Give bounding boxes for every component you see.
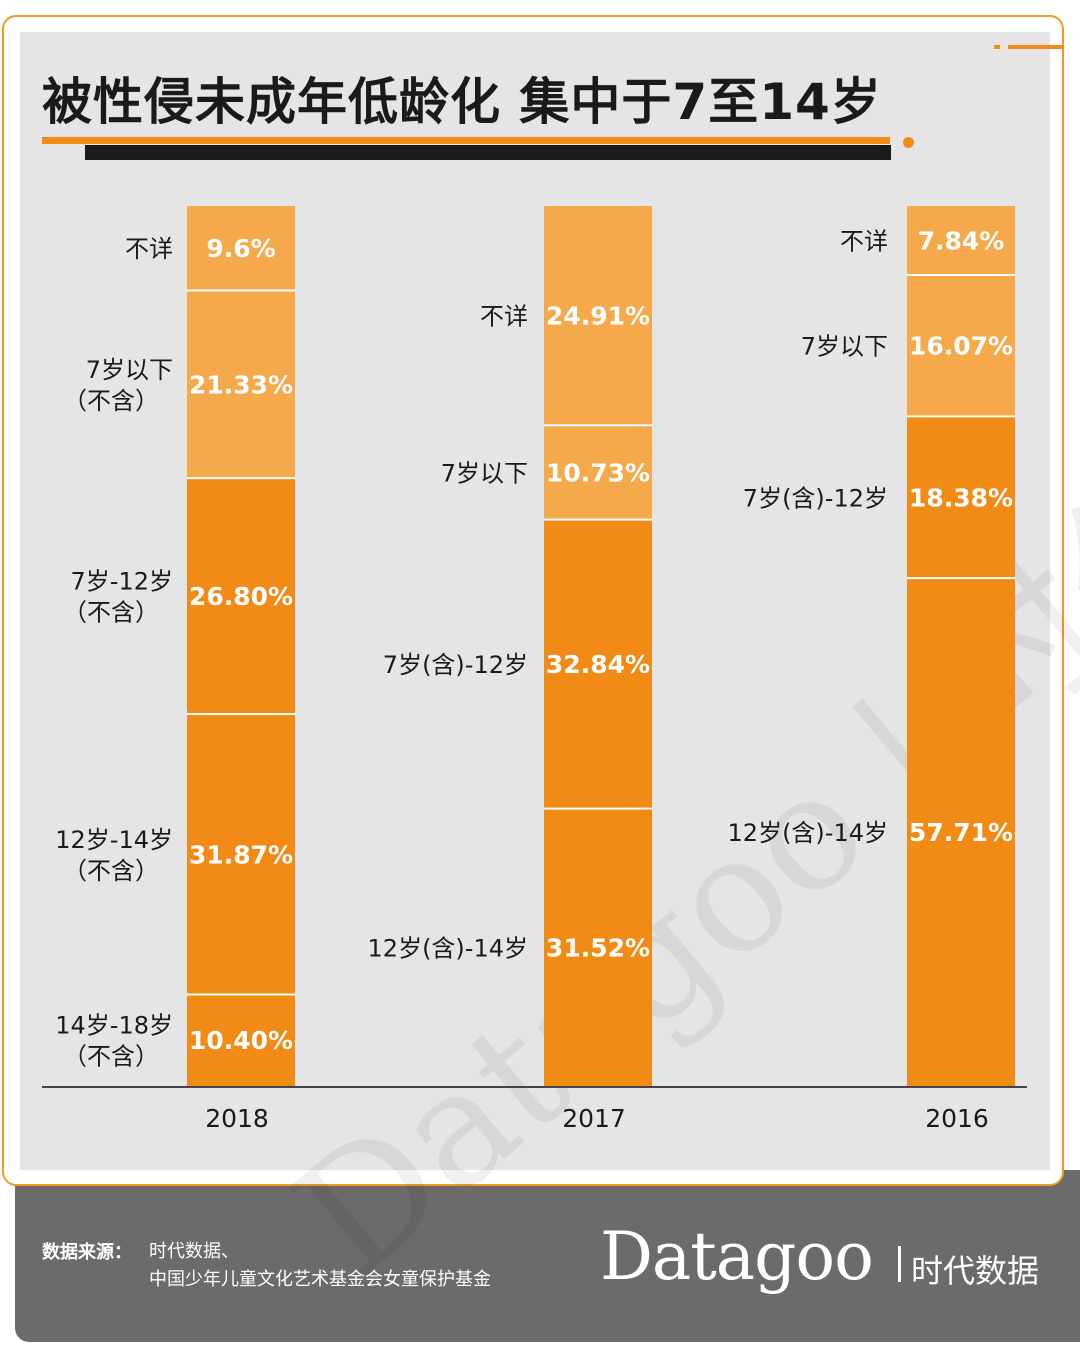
bar-segment [907,578,1015,1086]
data-label: 18.38% [909,483,1013,512]
datagoo-logo: Datagoo [600,1218,874,1295]
data-label: 10.73% [546,458,650,487]
segment-category-label: 12岁(含)-14岁 [728,819,888,847]
data-label: 7.84% [918,226,1005,255]
bar-segment [187,994,295,1086]
data-label: 16.07% [909,332,1013,361]
bar-segment [544,425,652,520]
segment-category-label: 7岁(含)-12岁 [383,651,528,679]
title-underline-black [85,145,891,160]
logo-chinese-text: 时代数据 [911,1252,1040,1290]
source-text: 时代数据、 中国少年儿童文化艺术基金会女童保护基金 [149,1238,491,1294]
bar-segment [907,206,1015,275]
data-label: 9.6% [206,234,275,263]
segment-category-label: 14岁-18岁 [55,1012,173,1040]
data-label: 24.91% [546,302,650,331]
title-underline-orange [42,137,890,144]
segment-category-label: 不详 [480,303,528,331]
segment-category-label: 7岁(含)-12岁 [743,484,888,512]
bar-segment [187,206,295,291]
chart-title: 被性侵未成年低龄化 集中于7至14岁 [42,73,882,131]
segment-category-label: 7岁以下 [86,356,173,384]
segment-category-label: （不含） [63,857,159,885]
data-label: 57.71% [909,818,1013,847]
segment-category-label: 不详 [125,235,173,263]
data-label: 21.33% [189,370,293,399]
data-label: 26.80% [189,582,293,611]
data-label: 31.52% [546,933,650,962]
x-tick-label: 2017 [562,1104,626,1133]
segment-category-label: 12岁(含)-14岁 [368,934,528,962]
segment-category-label: 不详 [840,227,888,255]
bar-segment [907,416,1015,579]
segment-category-label: （不含） [63,599,159,627]
bar-segment [544,206,652,426]
footer-background [15,1170,1080,1342]
segment-category-label: （不含） [63,387,159,415]
bar-segment [544,519,652,809]
data-label: 10.40% [189,1026,293,1055]
bar-segment [187,290,295,479]
data-label: 32.84% [546,650,650,679]
segment-category-label: 7岁以下 [801,333,888,361]
logo-separator [898,1246,901,1282]
source-label: 数据来源： [42,1242,132,1263]
decor-dash [994,45,1000,49]
bar-segment [187,714,295,995]
title-accent-dot [903,137,914,148]
x-tick-label: 2016 [925,1104,989,1133]
bar-segment [187,478,295,715]
source-line: 中国少年儿童文化艺术基金会女童保护基金 [149,1269,491,1290]
segment-category-label: 7岁-12岁 [71,568,173,596]
data-label: 31.87% [189,840,293,869]
segment-category-label: 12岁-14岁 [55,826,173,854]
bar-segment [544,808,652,1086]
segment-category-label: 7岁以下 [441,459,528,487]
bar-segment [907,274,1015,417]
decor-line [1008,45,1064,49]
x-tick-label: 2018 [205,1104,269,1133]
segment-category-label: （不含） [63,1043,159,1071]
source-line: 时代数据、 [149,1241,239,1262]
